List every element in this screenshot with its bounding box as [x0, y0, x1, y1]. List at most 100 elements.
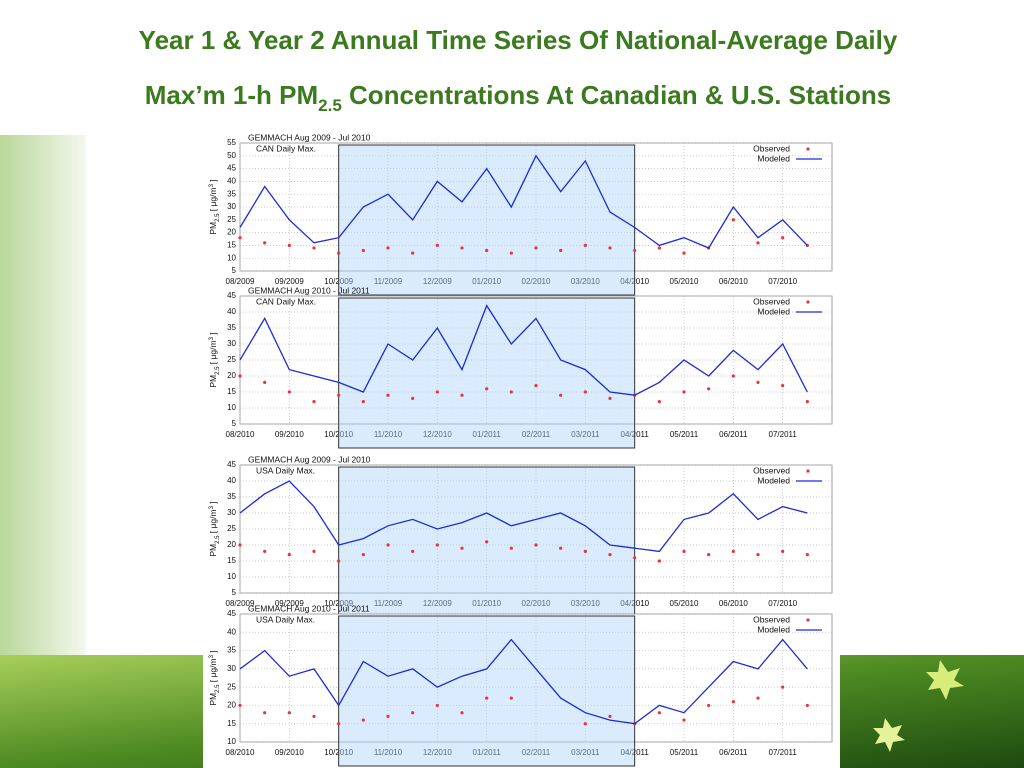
observed-point	[460, 246, 464, 250]
chart-subtitle: CAN Daily Max.	[256, 296, 316, 306]
x-tick-label: 08/2009	[226, 277, 255, 286]
observed-point	[485, 248, 489, 253]
slide-title-line1: Year 1 & Year 2 Annual Time Series Of Na…	[139, 25, 898, 55]
chart: 51015202530354045505508/200909/200910/20…	[208, 132, 833, 296]
y-label-part: 2.5	[215, 213, 221, 222]
y-tick-label: 20	[227, 371, 236, 380]
y-label-part: ]	[208, 179, 218, 184]
y-tick-label: 10	[227, 572, 236, 581]
legend-label: Modeled	[757, 624, 790, 634]
observed-point	[583, 549, 587, 554]
observed-point	[608, 553, 612, 557]
y-tick-label: 10	[227, 737, 236, 746]
observed-point	[411, 251, 415, 255]
observed-point	[756, 380, 760, 384]
x-tick-label: 01/2011	[473, 748, 502, 757]
y-tick-label: 25	[227, 215, 236, 224]
y-tick-label: 35	[227, 323, 236, 332]
x-tick-label: 09/2010	[275, 430, 304, 439]
chart-title: GEMMACH Aug 2010 - Jul 2011	[248, 603, 370, 613]
observed-point	[238, 374, 242, 378]
observed-point	[312, 246, 316, 250]
observed-point	[633, 556, 637, 560]
observed-point	[485, 540, 489, 544]
observed-point	[682, 251, 686, 255]
y-tick-label: 10	[227, 253, 236, 262]
x-tick-label: 02/2011	[522, 748, 551, 757]
x-tick-label: 11/2009	[374, 599, 403, 608]
observed-point	[805, 703, 809, 708]
observed-point	[805, 400, 809, 404]
observed-point	[657, 559, 661, 563]
y-tick-label: 55	[227, 138, 236, 147]
observed-point	[707, 703, 711, 708]
y-axis-label: PM2.5 [ μg/m3 ]	[208, 650, 220, 705]
observed-point	[435, 703, 439, 708]
observed-point	[608, 246, 612, 250]
y-tick-label: 40	[227, 307, 236, 316]
y-tick-label: 10	[227, 403, 236, 412]
y-tick-label: 45	[227, 291, 236, 300]
observed-point	[435, 390, 439, 394]
observed-point	[657, 246, 661, 250]
y-label-part: 3	[209, 183, 215, 187]
observed-point	[583, 243, 587, 247]
x-tick-label: 02/2010	[522, 277, 551, 286]
observed-point	[386, 246, 390, 250]
observed-point	[460, 711, 464, 715]
observed-point	[682, 549, 686, 554]
observed-point	[509, 251, 513, 255]
legend-label: Modeled	[757, 475, 790, 485]
chart: 101520253035404508/201009/201010/201011/…	[208, 603, 833, 767]
title-part: Max’m 1-h PM	[145, 80, 318, 110]
y-tick-label: 30	[227, 339, 236, 348]
observed-point	[781, 384, 785, 388]
observed-point	[361, 400, 365, 404]
observed-point	[682, 718, 686, 722]
y-label-part: ]	[208, 501, 218, 506]
legend-marker	[806, 147, 810, 151]
y-label-part: ]	[208, 332, 218, 337]
modeled-line	[239, 638, 808, 725]
observed-point	[287, 553, 291, 557]
observed-point	[460, 393, 464, 397]
y-tick-label: 40	[227, 177, 236, 186]
y-tick-label: 30	[227, 202, 236, 211]
x-tick-label: 11/2010	[374, 748, 403, 757]
observed-point	[583, 722, 587, 726]
x-tick-label: 05/2010	[670, 277, 699, 286]
slide-title-line2: Max’m 1-h PM2.5 Concentrations At Canadi…	[145, 80, 891, 115]
observed-point	[337, 393, 341, 397]
title-part: 2.5	[318, 96, 342, 115]
y-tick-label: 30	[227, 664, 236, 673]
y-label-part: PM	[208, 375, 218, 388]
observed-point	[287, 243, 291, 247]
x-tick-label: 05/2011	[670, 430, 699, 439]
y-tick-label: 50	[227, 151, 236, 160]
x-tick-label: 01/2011	[473, 430, 502, 439]
chart-subtitle: CAN Daily Max.	[256, 143, 316, 153]
x-tick-label: 11/2009	[374, 277, 403, 286]
y-tick-label: 5	[232, 266, 237, 275]
x-tick-label: 03/2010	[571, 599, 600, 608]
y-label-part: 2.5	[215, 535, 221, 544]
x-tick-label: 08/2009	[226, 599, 255, 608]
observed-point	[287, 390, 291, 394]
y-label-part: PM	[208, 544, 218, 557]
y-tick-label: 35	[227, 492, 236, 501]
highlight-region	[338, 297, 636, 449]
observed-point	[386, 393, 390, 397]
observed-point	[238, 703, 242, 708]
observed-point	[781, 685, 785, 689]
x-tick-label: 12/2010	[423, 748, 452, 757]
y-tick-label: 45	[227, 460, 236, 469]
observed-point	[707, 553, 711, 557]
observed-point	[485, 387, 489, 391]
x-tick-label: 05/2010	[670, 599, 699, 608]
y-label-part: ]	[208, 650, 218, 655]
chart-title: GEMMACH Aug 2009 - Jul 2010	[248, 454, 371, 464]
x-tick-label: 11/2010	[374, 430, 403, 439]
y-tick-label: 15	[227, 241, 236, 250]
x-tick-label: 06/2010	[719, 277, 748, 286]
y-tick-label: 35	[227, 646, 236, 655]
